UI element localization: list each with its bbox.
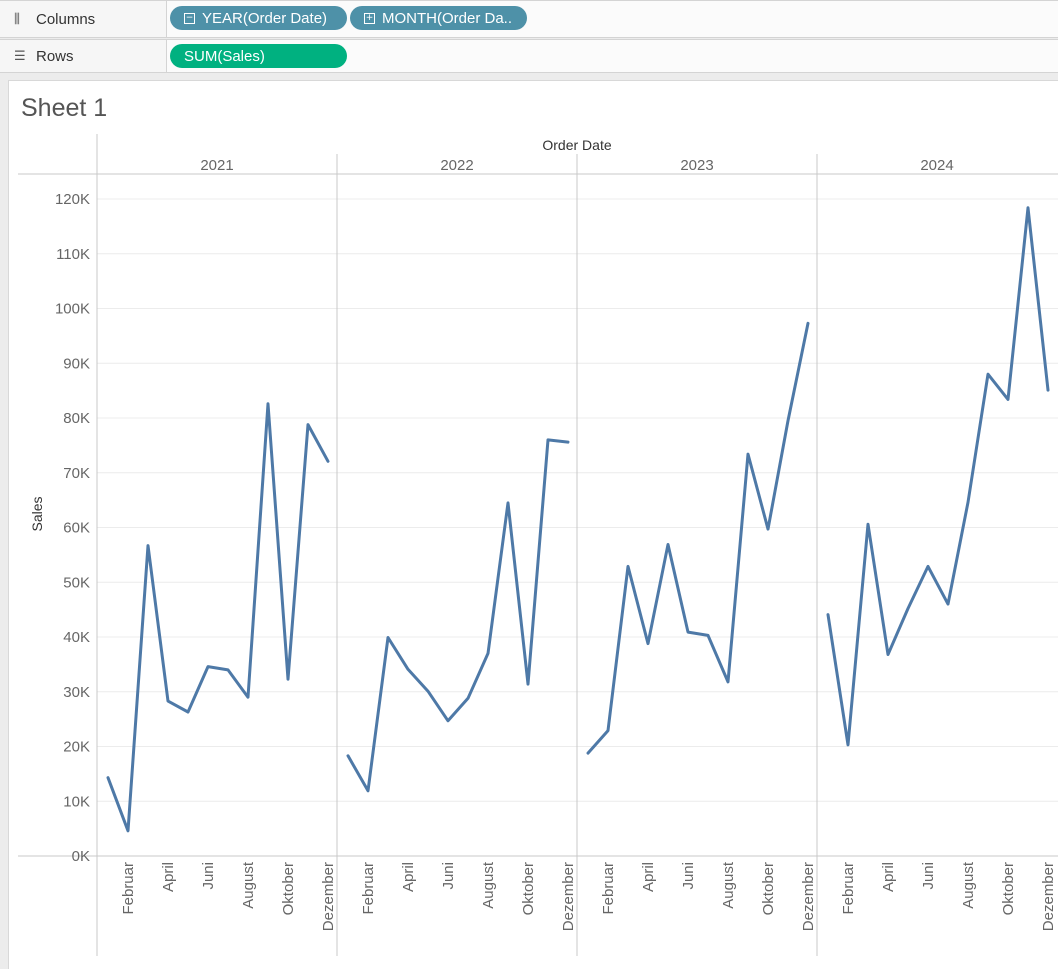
worksheet: Sheet 1: [8, 80, 1058, 969]
columns-icon: ⫼: [14, 11, 20, 27]
y-tick-label: 70K: [63, 465, 90, 482]
columns-shelf-label: ⫼ Columns: [0, 1, 167, 37]
month-label-oktober: Oktober: [1000, 862, 1017, 915]
sales-line-2024[interactable]: [826, 206, 1050, 747]
month-label-februar: Februar: [600, 862, 617, 915]
y-tick-label: 30K: [63, 684, 90, 701]
month-label-oktober: Oktober: [760, 862, 777, 915]
collapse-icon[interactable]: −: [184, 12, 195, 24]
y-axis-title: Sales: [29, 496, 45, 531]
year-order-date-pill-label: YEAR(Order Date): [202, 9, 328, 27]
sum-sales-pill[interactable]: SUM(Sales): [170, 44, 347, 68]
year-header-2024: 2024: [920, 157, 953, 174]
year-header-2021: 2021: [200, 157, 233, 174]
y-tick-label: 50K: [63, 574, 90, 591]
columns-shelf: ⫼ Columns − YEAR(Order Date) + MONTH(Ord…: [0, 0, 1058, 38]
sales-line-2023[interactable]: [586, 321, 810, 755]
month-label-april: April: [160, 862, 177, 892]
rows-icon: ☰: [14, 48, 26, 64]
column-header-order-date: Order Date: [542, 137, 611, 153]
month-label-oktober: Oktober: [520, 862, 537, 915]
rows-label: Rows: [36, 47, 74, 65]
year-header-2022: 2022: [440, 157, 473, 174]
month-label-dezember: Dezember: [1040, 862, 1057, 931]
month-label-februar: Februar: [840, 862, 857, 915]
month-label-april: April: [880, 862, 897, 892]
month-label-dezember: Dezember: [560, 862, 577, 931]
month-label-februar: Februar: [360, 862, 377, 915]
month-label-dezember: Dezember: [800, 862, 817, 931]
month-order-date-pill[interactable]: + MONTH(Order Da..: [350, 6, 527, 30]
sum-sales-pill-label: SUM(Sales): [184, 47, 265, 65]
month-label-oktober: Oktober: [280, 862, 297, 915]
y-tick-label: 120K: [55, 191, 90, 208]
month-label-juni: Juni: [440, 862, 457, 890]
y-tick-label: 100K: [55, 301, 90, 318]
month-label-august: August: [960, 861, 977, 909]
rows-shelf: ☰ Rows SUM(Sales): [0, 39, 1058, 73]
sheet-title: Sheet 1: [21, 94, 108, 122]
year-header-2023: 2023: [680, 157, 713, 174]
sales-line-2021[interactable]: [106, 402, 330, 833]
month-label-april: April: [640, 862, 657, 892]
y-tick-label: 10K: [63, 793, 90, 810]
rows-shelf-label: ☰ Rows: [0, 40, 167, 72]
month-label-juni: Juni: [680, 862, 697, 890]
sales-line-2022[interactable]: [346, 438, 570, 793]
y-tick-label: 60K: [63, 520, 90, 537]
rows-drop-area[interactable]: SUM(Sales): [167, 40, 1058, 72]
expand-icon[interactable]: +: [364, 12, 375, 24]
month-label-juni: Juni: [920, 862, 937, 890]
y-tick-label: 0K: [72, 848, 90, 865]
month-label-februar: Februar: [120, 862, 137, 915]
month-label-august: August: [240, 861, 257, 909]
month-order-date-pill-label: MONTH(Order Da..: [382, 9, 513, 27]
y-tick-label: 110K: [56, 246, 90, 263]
y-tick-label: 20K: [63, 739, 90, 756]
y-tick-label: 80K: [63, 410, 90, 427]
month-label-august: August: [720, 861, 737, 909]
y-tick-label: 40K: [63, 629, 90, 646]
columns-drop-area[interactable]: − YEAR(Order Date) + MONTH(Order Da..: [167, 1, 1058, 37]
columns-label: Columns: [36, 10, 96, 28]
month-label-juni: Juni: [200, 862, 217, 890]
year-order-date-pill[interactable]: − YEAR(Order Date): [170, 6, 347, 30]
month-label-august: August: [480, 861, 497, 909]
y-tick-label: 90K: [63, 355, 90, 372]
month-label-dezember: Dezember: [320, 862, 337, 931]
month-label-april: April: [400, 862, 417, 892]
